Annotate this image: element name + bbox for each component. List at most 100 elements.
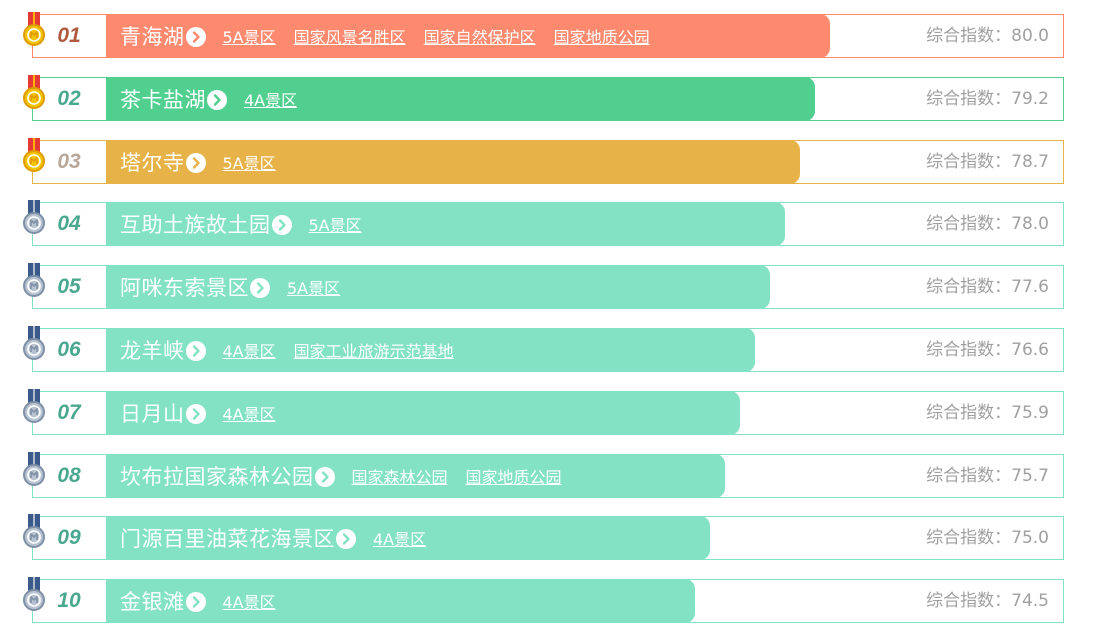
score-text: 综合指数：77.6 — [926, 266, 1049, 308]
ranking-row: 02 茶卡盐湖 4A景区 综合指数：79.2 — [23, 74, 1064, 121]
rank-number: 04 — [57, 212, 81, 236]
rank-number: 03 — [57, 149, 81, 173]
ranking-row: 03 塔尔寺 5A景区 综合指数：78.7 — [23, 137, 1064, 184]
score-value: 78.7 — [1011, 151, 1049, 172]
score-value: 74.5 — [1011, 591, 1049, 612]
score-label: 综合指数： — [926, 151, 1012, 172]
score-text: 综合指数：75.0 — [926, 517, 1049, 559]
rank-number: 01 — [57, 24, 81, 47]
rank-number: 09 — [57, 526, 81, 550]
index-bar: 日月山 4A景区 — [106, 390, 740, 435]
score-label: 综合指数： — [926, 465, 1012, 486]
rank-number: 06 — [57, 338, 81, 361]
rank-number: 02 — [57, 86, 81, 110]
score-text: 综合指数：74.5 — [926, 580, 1049, 622]
tag-link[interactable]: 国家自然保护区 — [423, 28, 536, 47]
score-label: 综合指数： — [926, 214, 1012, 235]
score-text: 综合指数：80.0 — [926, 15, 1049, 57]
score-value: 75.7 — [1011, 465, 1049, 486]
rank-number: 07 — [57, 400, 81, 424]
tag-link[interactable]: 4A景区 — [222, 404, 276, 424]
index-bar: 茶卡盐湖 4A景区 — [106, 76, 815, 121]
chevron-right-icon[interactable] — [314, 466, 335, 487]
chevron-right-icon[interactable] — [250, 278, 270, 299]
score-label: 综合指数： — [926, 277, 1012, 298]
tag-link[interactable]: 国家地质公园 — [465, 467, 562, 487]
ranking-row: 05 阿咪东索景区 5A景区 综合指数：77.6 — [23, 263, 1064, 310]
tag-link[interactable]: 4A景区 — [373, 530, 427, 550]
chevron-right-icon[interactable] — [271, 215, 292, 236]
tag-link[interactable]: 5A景区 — [308, 216, 362, 236]
gold-medal-icon — [21, 12, 47, 48]
ranking-row: 04 互助土族故土园 5A景区 综合指数：78.0 — [23, 200, 1064, 247]
rank-number: 10 — [57, 589, 81, 613]
score-value: 80.0 — [1011, 26, 1049, 46]
tag-link[interactable]: 5A景区 — [222, 153, 276, 173]
attraction-name[interactable]: 青海湖 — [120, 25, 185, 49]
tag-link[interactable]: 国家森林公园 — [351, 467, 448, 487]
ranking-row: 07 日月山 4A景区 综合指数：75.9 — [23, 388, 1064, 435]
attraction-name[interactable]: 塔尔寺 — [120, 150, 185, 175]
gold-medal-icon — [21, 137, 47, 174]
chevron-right-icon[interactable] — [336, 529, 356, 550]
chevron-right-icon[interactable] — [185, 592, 206, 613]
index-bar: 互助土族故土园 5A景区 — [106, 202, 785, 247]
chevron-right-icon[interactable] — [207, 89, 227, 110]
silver-medal-icon — [21, 388, 47, 425]
index-bar: 青海湖 5A景区 国家风景名胜区 国家自然保护区 国家地质公园 — [106, 14, 830, 58]
chevron-right-icon[interactable] — [185, 27, 206, 47]
tag-link[interactable]: 4A景区 — [222, 342, 276, 361]
chevron-right-icon[interactable] — [185, 341, 206, 361]
attraction-name[interactable]: 茶卡盐湖 — [120, 87, 206, 112]
score-text: 综合指数：76.6 — [926, 329, 1049, 371]
score-text: 综合指数：78.7 — [926, 141, 1049, 183]
silver-medal-icon — [21, 263, 47, 299]
score-value: 75.0 — [1011, 528, 1049, 549]
ranking-row: 01 青海湖 5A景区 国家风景名胜区 国家自然保护区 国家地质公园 综合指数：80.0 — [23, 12, 1064, 58]
score-text: 综合指数：78.0 — [926, 203, 1049, 245]
attraction-name[interactable]: 门源百里油菜花海景区 — [120, 527, 335, 552]
index-bar: 阿咪东索景区 5A景区 — [106, 265, 770, 310]
attraction-name[interactable]: 金银滩 — [120, 590, 185, 615]
score-text: 综合指数：79.2 — [926, 78, 1049, 120]
score-text: 综合指数：75.9 — [926, 392, 1049, 434]
index-bar: 坎布拉国家森林公园 国家森林公园 国家地质公园 — [106, 453, 725, 498]
score-value: 76.6 — [1011, 340, 1049, 360]
silver-medal-icon — [21, 326, 47, 362]
silver-medal-icon — [21, 200, 47, 236]
score-value: 79.2 — [1011, 88, 1049, 109]
attraction-name[interactable]: 日月山 — [120, 401, 185, 426]
score-label: 综合指数： — [926, 88, 1012, 109]
score-value: 77.6 — [1011, 277, 1049, 298]
rank-number: 05 — [57, 275, 81, 299]
attraction-name[interactable]: 阿咪东索景区 — [120, 276, 249, 301]
index-bar: 塔尔寺 5A景区 — [106, 139, 800, 184]
index-bar: 门源百里油菜花海景区 4A景区 — [106, 516, 710, 561]
silver-medal-icon — [21, 451, 47, 488]
tag-link[interactable]: 国家风景名胜区 — [293, 28, 406, 47]
attraction-name[interactable]: 互助土族故土园 — [120, 213, 271, 238]
score-label: 综合指数： — [926, 340, 1012, 360]
tag-link[interactable]: 5A景区 — [222, 28, 276, 47]
gold-medal-icon — [21, 74, 47, 111]
tag-link[interactable]: 4A景区 — [244, 90, 298, 110]
attraction-name[interactable]: 坎布拉国家森林公园 — [120, 464, 314, 489]
index-bar: 金银滩 4A景区 — [106, 579, 695, 624]
tag-link[interactable]: 国家地质公园 — [553, 28, 650, 47]
rank-number: 08 — [57, 463, 81, 487]
tag-link[interactable]: 4A景区 — [222, 593, 276, 613]
score-label: 综合指数： — [926, 591, 1012, 612]
score-label: 综合指数： — [926, 528, 1012, 549]
tag-link[interactable]: 5A景区 — [287, 279, 341, 299]
chevron-right-icon[interactable] — [185, 152, 206, 173]
score-label: 综合指数： — [926, 402, 1012, 423]
score-text: 综合指数：75.7 — [926, 455, 1049, 497]
attraction-name[interactable]: 龙羊峡 — [120, 339, 185, 363]
tag-link[interactable]: 国家工业旅游示范基地 — [293, 342, 454, 361]
score-label: 综合指数： — [926, 26, 1012, 46]
ranking-row: 10 金银滩 4A景区 综合指数：74.5 — [23, 577, 1064, 624]
chevron-right-icon[interactable] — [185, 403, 206, 424]
score-value: 75.9 — [1011, 402, 1049, 423]
ranking-row: 06 龙羊峡 4A景区 国家工业旅游示范基地 综合指数：76.6 — [23, 326, 1064, 372]
